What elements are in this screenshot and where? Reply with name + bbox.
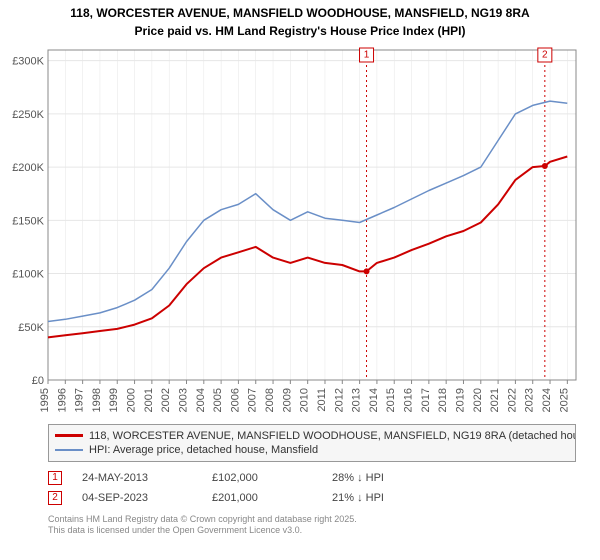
svg-text:£250K: £250K bbox=[12, 108, 44, 120]
row-date-2: 04-SEP-2023 bbox=[82, 492, 192, 504]
svg-text:£0: £0 bbox=[32, 375, 44, 387]
chart-title-line2: Price paid vs. HM Land Registry's House … bbox=[0, 24, 600, 42]
svg-text:2010: 2010 bbox=[299, 388, 311, 412]
legend-label-series1: 118, WORCESTER AVENUE, MANSFIELD WOODHOU… bbox=[89, 430, 576, 442]
svg-text:2013: 2013 bbox=[351, 388, 363, 412]
row-price-1: £102,000 bbox=[212, 472, 312, 484]
svg-text:2017: 2017 bbox=[420, 388, 432, 412]
chart-title-line1: 118, WORCESTER AVENUE, MANSFIELD WOODHOU… bbox=[0, 0, 600, 24]
row-marker-1: 1 bbox=[48, 471, 62, 485]
row-diff-1: 28% ↓ HPI bbox=[332, 472, 452, 484]
legend-swatch-series1 bbox=[55, 434, 83, 437]
svg-text:£50K: £50K bbox=[18, 321, 44, 333]
svg-text:2025: 2025 bbox=[558, 388, 570, 412]
svg-text:2022: 2022 bbox=[506, 388, 518, 412]
svg-text:2023: 2023 bbox=[524, 388, 536, 412]
row-price-2: £201,000 bbox=[212, 492, 312, 504]
footer-line1: Contains HM Land Registry data © Crown c… bbox=[48, 514, 576, 526]
svg-text:2007: 2007 bbox=[247, 388, 259, 412]
svg-text:2014: 2014 bbox=[368, 388, 380, 412]
legend-swatch-series2 bbox=[55, 449, 83, 451]
chart-area: £0 £50K £100K £150K £200K £250K £300K 1995 1996 1… bbox=[0, 42, 600, 422]
svg-text:2004: 2004 bbox=[195, 388, 207, 412]
legend: 118, WORCESTER AVENUE, MANSFIELD WOODHOU… bbox=[48, 424, 576, 462]
svg-text:2021: 2021 bbox=[489, 388, 501, 412]
svg-text:2012: 2012 bbox=[333, 388, 345, 412]
row-diff-2: 21% ↓ HPI bbox=[332, 492, 452, 504]
legend-label-series2: HPI: Average price, detached house, Mans… bbox=[89, 444, 318, 456]
svg-text:2011: 2011 bbox=[316, 388, 328, 412]
row-marker-2: 2 bbox=[48, 491, 62, 505]
legend-row-series1: 118, WORCESTER AVENUE, MANSFIELD WOODHOU… bbox=[55, 429, 569, 443]
svg-text:2002: 2002 bbox=[160, 388, 172, 412]
footer-line2: This data is licensed under the Open Gov… bbox=[48, 525, 576, 537]
svg-text:1998: 1998 bbox=[91, 388, 103, 412]
table-row: 2 04-SEP-2023 £201,000 21% ↓ HPI bbox=[48, 488, 576, 508]
svg-text:2000: 2000 bbox=[126, 388, 138, 412]
svg-text:2005: 2005 bbox=[212, 388, 224, 412]
svg-text:£150K: £150K bbox=[12, 215, 44, 227]
table-row: 1 24-MAY-2013 £102,000 28% ↓ HPI bbox=[48, 468, 576, 488]
line-chart-svg: £0 £50K £100K £150K £200K £250K £300K 1995 1996 1… bbox=[0, 42, 600, 422]
svg-text:2016: 2016 bbox=[403, 388, 415, 412]
svg-text:2009: 2009 bbox=[281, 388, 293, 412]
svg-text:2006: 2006 bbox=[229, 388, 241, 412]
svg-text:1999: 1999 bbox=[108, 388, 120, 412]
svg-text:2015: 2015 bbox=[385, 388, 397, 412]
svg-text:1996: 1996 bbox=[56, 388, 68, 412]
svg-text:2008: 2008 bbox=[264, 388, 276, 412]
svg-text:£200K: £200K bbox=[12, 162, 44, 174]
sales-table: 1 24-MAY-2013 £102,000 28% ↓ HPI 2 04-SE… bbox=[48, 468, 576, 508]
svg-text:2018: 2018 bbox=[437, 388, 449, 412]
svg-text:2024: 2024 bbox=[541, 388, 553, 412]
svg-text:£100K: £100K bbox=[12, 268, 44, 280]
svg-text:2001: 2001 bbox=[143, 388, 155, 412]
legend-row-series2: HPI: Average price, detached house, Mans… bbox=[55, 443, 569, 457]
svg-text:2: 2 bbox=[542, 49, 548, 60]
svg-text:1: 1 bbox=[364, 49, 370, 60]
svg-text:2020: 2020 bbox=[472, 388, 484, 412]
svg-text:£300K: £300K bbox=[12, 55, 44, 67]
footer-attribution: Contains HM Land Registry data © Crown c… bbox=[48, 514, 576, 537]
svg-text:2019: 2019 bbox=[454, 388, 466, 412]
row-date-1: 24-MAY-2013 bbox=[82, 472, 192, 484]
svg-text:2003: 2003 bbox=[177, 388, 189, 412]
svg-text:1997: 1997 bbox=[74, 388, 86, 412]
svg-text:1995: 1995 bbox=[39, 388, 51, 412]
